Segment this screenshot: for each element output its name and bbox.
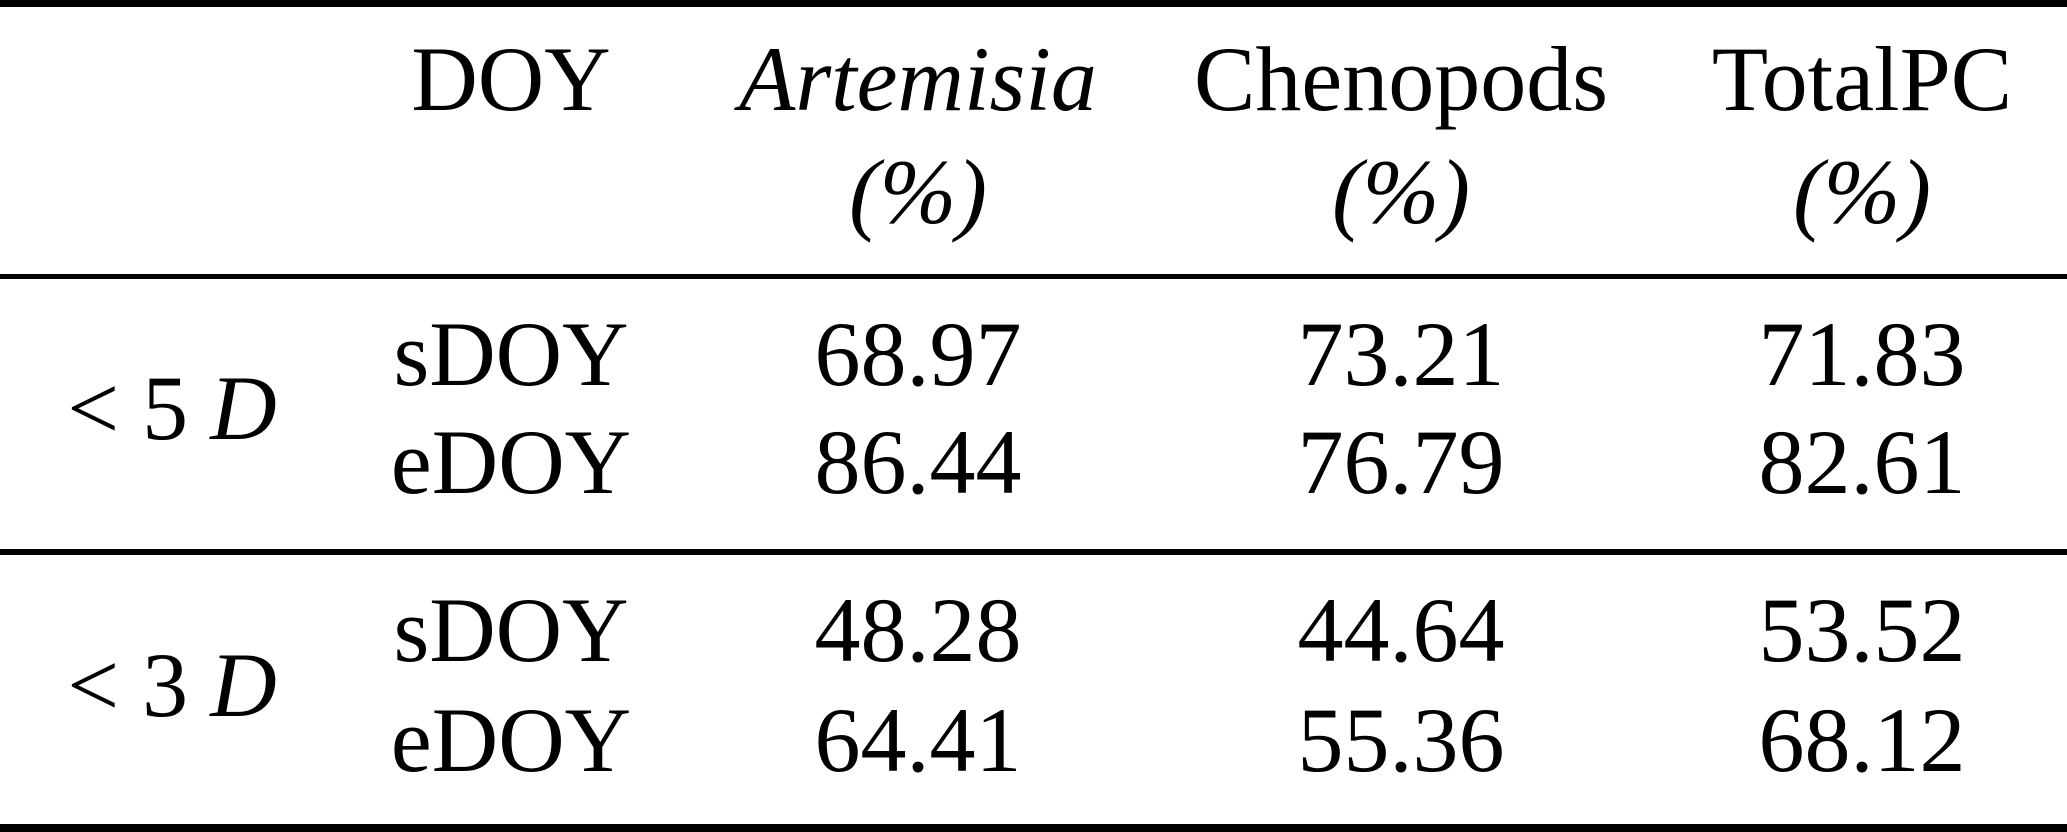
cell-totalpc-value: 71.83 bbox=[1758, 303, 1966, 405]
rule-bottom bbox=[0, 824, 2067, 832]
cell-chenopods-value: 73.21 bbox=[1297, 303, 1505, 405]
cell-doy-type: sDOY bbox=[393, 303, 629, 405]
rule-below-header bbox=[0, 274, 2067, 279]
cell-chenopods-value: 76.79 bbox=[1297, 411, 1505, 513]
cell-doy-type: eDOY bbox=[390, 411, 632, 513]
column-header-artemisia: Artemisia bbox=[739, 28, 1097, 130]
rule-between-groups bbox=[0, 549, 2067, 555]
unit-label-chenopods: (%) bbox=[1332, 141, 1470, 243]
group-label-prefix: < 5 bbox=[67, 357, 189, 459]
column-header-doy: DOY bbox=[411, 28, 611, 130]
cell-doy-type: sDOY bbox=[393, 579, 629, 681]
cell-chenopods-value: 44.64 bbox=[1297, 579, 1505, 681]
cell-artemisia-value: 64.41 bbox=[814, 689, 1022, 791]
cell-totalpc-value: 68.12 bbox=[1758, 689, 1966, 791]
cell-chenopods-value: 55.36 bbox=[1297, 689, 1505, 791]
cell-totalpc-value: 82.61 bbox=[1758, 411, 1966, 513]
column-header-chenopods: Chenopods bbox=[1194, 28, 1608, 130]
cell-artemisia-value: 48.28 bbox=[814, 579, 1022, 681]
rule-top bbox=[0, 0, 2067, 7]
column-header-totalpc: TotalPC bbox=[1711, 28, 2013, 130]
cell-artemisia-value: 68.97 bbox=[814, 303, 1022, 405]
cell-doy-type: eDOY bbox=[390, 689, 632, 791]
cell-totalpc-value: 53.52 bbox=[1758, 579, 1966, 681]
unit-label-artemisia: (%) bbox=[849, 141, 987, 243]
cell-artemisia-value: 86.44 bbox=[814, 411, 1022, 513]
group-label-variable: D bbox=[210, 634, 277, 736]
group-label-prefix: < 3 bbox=[67, 634, 189, 736]
group-label-variable: D bbox=[210, 357, 277, 459]
unit-label-totalpc: (%) bbox=[1793, 141, 1931, 243]
